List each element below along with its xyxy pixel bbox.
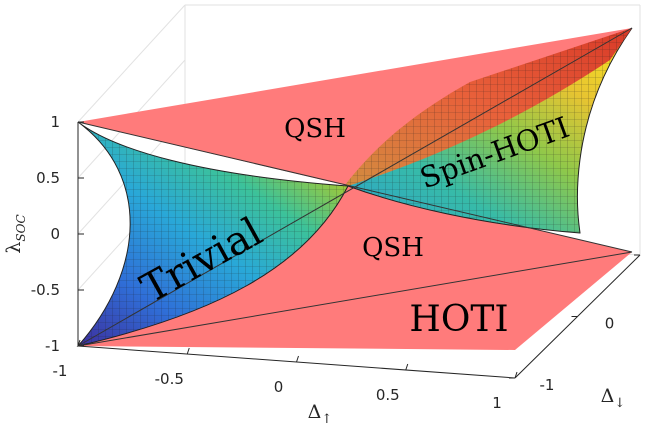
x-axis-label: Δ↑ bbox=[308, 401, 333, 427]
x-axis-label-sub: ↑ bbox=[321, 412, 332, 427]
qsh-plane-upper bbox=[78, 28, 632, 186]
x-tick-mark bbox=[514, 371, 518, 379]
z-axis-label-main: λ bbox=[3, 242, 25, 254]
y-axis-label-main: Δ bbox=[601, 385, 615, 407]
x-tick-label: -1 bbox=[53, 362, 68, 380]
z-axis-label: λSOC bbox=[3, 214, 28, 253]
x-tick-mark bbox=[296, 355, 299, 363]
plane-edges bbox=[77, 27, 633, 347]
z-tick-label: -1 bbox=[45, 337, 60, 355]
y-axis-label-sub: ↓ bbox=[614, 396, 625, 411]
x-axis-label-main: Δ bbox=[308, 401, 322, 423]
x-tick-label: 0 bbox=[274, 378, 284, 396]
z-tick-label: 1 bbox=[50, 113, 60, 131]
x-tick-label: 1 bbox=[492, 394, 502, 412]
z-tick-label: 0 bbox=[50, 225, 60, 243]
z-tick-label: 0.5 bbox=[36, 169, 60, 187]
annotation-hoti: HOTI bbox=[409, 299, 508, 340]
x-tick-label: 0.5 bbox=[376, 386, 400, 404]
y-axis-label: Δ↓ bbox=[601, 385, 626, 411]
qsh-plane-center bbox=[78, 186, 632, 350]
x-axis-ticks: -1 -0.5 0 0.5 1 bbox=[53, 339, 518, 412]
x-tick-mark bbox=[186, 347, 190, 355]
y-tick-label: -1 bbox=[540, 376, 555, 394]
x-tick-mark bbox=[405, 363, 409, 371]
x-tick-mark bbox=[77, 339, 81, 347]
x-tick-label: -0.5 bbox=[155, 370, 184, 388]
z-axis-ticks: 1 0.5 0 -0.5 -1 bbox=[31, 113, 84, 355]
annotation-qsh-center: QSH bbox=[362, 233, 424, 263]
y-axis-ticks: -101 bbox=[509, 254, 640, 394]
annotation-qsh-upper: QSH bbox=[284, 114, 346, 144]
z-axis-label-sub: SOC bbox=[14, 214, 28, 241]
y-tick-label: 0 bbox=[605, 315, 615, 333]
z-tick-label: -0.5 bbox=[31, 281, 60, 299]
